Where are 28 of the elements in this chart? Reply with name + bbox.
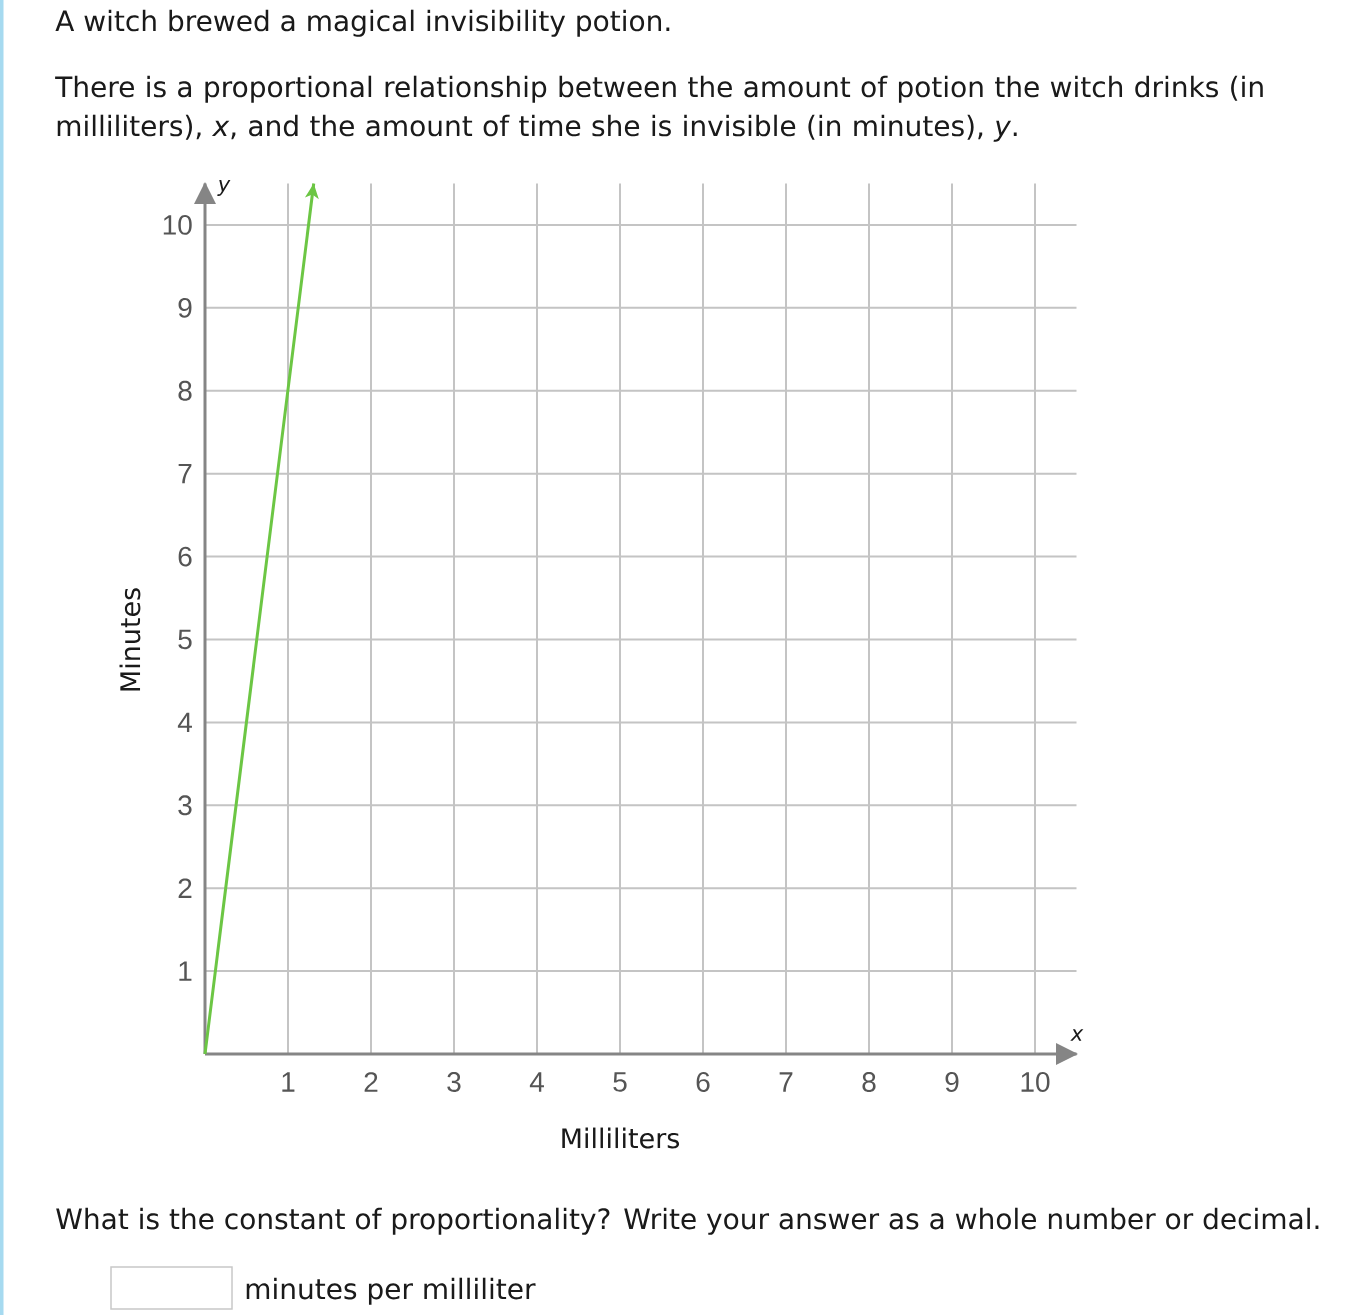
- x-tick-label: 8: [862, 1072, 876, 1092]
- x-tick-label: 5: [613, 1072, 627, 1092]
- x-tick-label: 7: [779, 1072, 793, 1092]
- y-tick-label: 10: [163, 215, 192, 235]
- y-tick-label: 2: [178, 878, 192, 898]
- text: What is the constant of proportionality? Write your answer as a whole number or decimal.: [56, 1207, 1319, 1235]
- x-tick-label: 3: [447, 1072, 461, 1092]
- chart-title: A witch brewed a magical invisibility potion.: [55, 9, 670, 37]
- chart-subtitle: There is a proportional relationship between the amount of potion the witch drinks (in milliliters), x, and the amount of time she is invisible (in minutes), y.: [55, 75, 1263, 142]
- annotation: y: [217, 180, 231, 196]
- y-tick-label: 5: [178, 629, 192, 650]
- y-tick-label: 8: [178, 380, 192, 401]
- y-tick-label: 9: [178, 297, 192, 318]
- y-axis-title: Minutes: [119, 588, 141, 691]
- x-axis-title: Milliliters: [562, 1127, 680, 1149]
- x-tick-label: 2: [364, 1072, 378, 1092]
- y-tick-label: 3: [178, 795, 192, 816]
- x-tick-label: 10: [1021, 1072, 1050, 1092]
- y-tick-label: 6: [178, 546, 192, 567]
- x-tick-label: 6: [696, 1072, 710, 1092]
- x-tick-label: 1: [282, 1072, 295, 1092]
- y-tick-label: 1: [179, 961, 192, 981]
- text: minutes per milliliter: [246, 1277, 536, 1305]
- y-tick-label: 7: [178, 464, 192, 484]
- x-tick-label: 9: [945, 1072, 959, 1092]
- x-tick-label: 4: [529, 1072, 544, 1092]
- annotation: x: [1070, 1029, 1084, 1041]
- y-tick-label: 4: [177, 712, 192, 733]
